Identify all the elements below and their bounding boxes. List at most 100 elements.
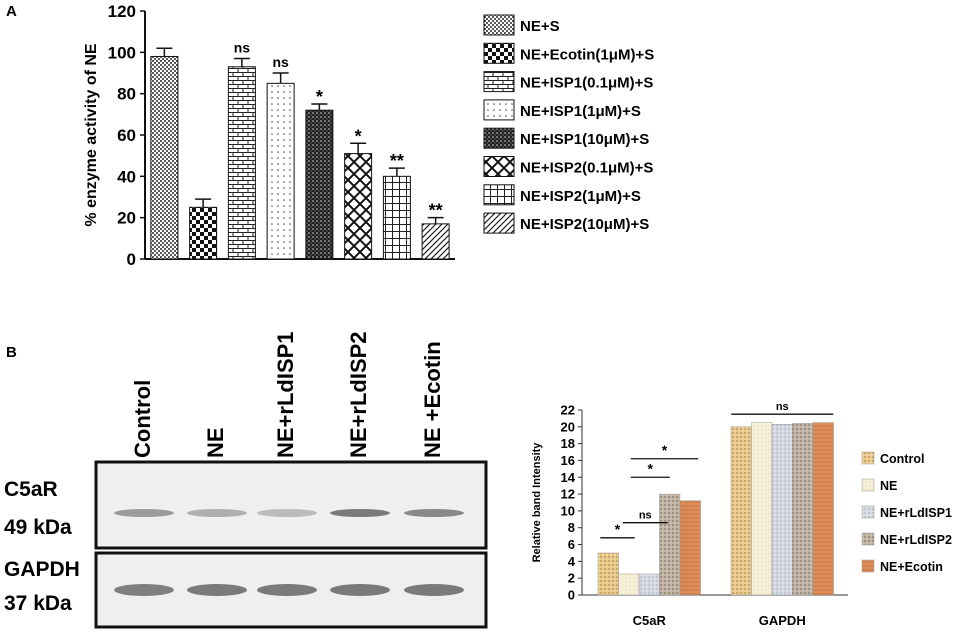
- y-tick-label: 14: [561, 470, 576, 485]
- y-tick-label: 0: [568, 588, 575, 603]
- bar: [305, 109, 334, 260]
- lane-label: NE+rLdISP1: [273, 331, 298, 458]
- comparison-label: *: [615, 521, 621, 537]
- significance-label: **: [429, 201, 443, 221]
- y-tick-label: 2: [568, 571, 575, 586]
- significance-label: **: [390, 151, 404, 171]
- y-tick-label: 0: [127, 250, 136, 269]
- x-tick-label: GAPDH: [759, 613, 806, 628]
- protein-size-label: 37 kDa: [4, 592, 72, 615]
- legend-swatch: [483, 71, 515, 93]
- blot-panel: [94, 460, 488, 550]
- comparison-label: *: [648, 460, 654, 476]
- y-tick-label: 22: [561, 403, 575, 418]
- chart-a-plot: 0 20 40 60 80 100 120 % enzyme activity of NE ns…: [83, 2, 455, 269]
- bar: [659, 493, 681, 596]
- legend-entry: NE+ISP2(0.1μM)+S: [520, 160, 653, 177]
- y-tick-label: 60: [117, 126, 136, 145]
- comparison-label: *: [662, 442, 668, 458]
- y-tick-label: 12: [561, 487, 575, 502]
- legend-swatch: [483, 156, 515, 177]
- y-axis-label: Relative band Intensity: [531, 442, 543, 563]
- blot-band: [114, 584, 174, 596]
- legend-entry: NE: [880, 479, 897, 493]
- chart-b-legend: Control NE NE+rLdISP1 NE+rLdISP2 NE+Ecotin: [861, 451, 952, 574]
- legend-entry: NE+rLdISP1: [880, 506, 952, 520]
- significance-label: *: [316, 87, 323, 107]
- y-tick-label: 20: [117, 209, 136, 228]
- bar: [266, 82, 295, 260]
- bar: [227, 66, 256, 260]
- bar: [730, 426, 752, 596]
- x-tick-label: C5aR: [633, 613, 667, 628]
- comparison-label: ns: [776, 401, 789, 413]
- protein-label: C5aR: [4, 478, 58, 501]
- blot-band: [330, 584, 390, 596]
- blot-band: [187, 584, 247, 596]
- legend-entry: NE+S: [520, 18, 560, 35]
- legend-entry: NE+ISP2(1μM)+S: [520, 188, 641, 205]
- legend-swatch: [483, 212, 515, 234]
- y-tick-label: 100: [108, 43, 136, 62]
- y-tick-label: 8: [568, 520, 575, 535]
- legend-swatch: [483, 14, 515, 36]
- y-tick-label: 40: [117, 167, 136, 186]
- y-tick-label: 10: [561, 503, 575, 518]
- lane-label: NE +Ecotin: [420, 341, 445, 458]
- legend-swatch: [483, 42, 515, 64]
- lane-label: NE+rLdISP2: [346, 331, 371, 458]
- legend-swatch: [861, 532, 875, 546]
- western-blot: Control NE NE+rLdISP1 NE+rLdISP2 NE +Ecotin C…: [4, 331, 488, 629]
- bar: [812, 422, 834, 596]
- chart-a-legend: NE+S NE+Ecotin(1μM)+S NE+ISP1(0.1μM)+S NE+I…: [483, 14, 654, 234]
- blot-band: [404, 584, 464, 596]
- legend-entry: Control: [880, 452, 924, 466]
- legend-swatch: [861, 451, 875, 465]
- blot-band: [114, 509, 174, 517]
- y-axis-label: % enzyme activity of NE: [83, 43, 100, 227]
- blot-band: [187, 509, 247, 517]
- lane-label: NE: [203, 427, 228, 458]
- bar: [189, 206, 218, 260]
- legend-entry: NE+ISP1(1μM)+S: [520, 103, 641, 120]
- legend-swatch: [861, 478, 875, 492]
- blot-band: [257, 509, 317, 517]
- legend-entry: NE+ISP2(10μM)+S: [520, 216, 649, 233]
- bar: [421, 223, 450, 260]
- legend-entry: NE+ISP1(0.1μM)+S: [520, 75, 653, 92]
- bar: [344, 153, 373, 260]
- bar: [618, 573, 640, 596]
- panel-b-label: B: [6, 344, 17, 361]
- significance-label: ns: [234, 40, 251, 56]
- legend-entry: NE+rLdISP2: [880, 533, 952, 547]
- legend-entry: NE+Ecotin(1μM)+S: [520, 46, 654, 63]
- bar: [382, 175, 411, 260]
- bar: [150, 55, 179, 260]
- legend-swatch: [483, 127, 515, 149]
- y-tick-label: 120: [108, 2, 136, 21]
- legend-swatch: [861, 559, 875, 573]
- y-tick-label: 4: [568, 554, 576, 569]
- significance-label: *: [355, 126, 362, 146]
- protein-size-label: 49 kDa: [4, 516, 72, 539]
- bar: [771, 424, 793, 596]
- bar: [679, 500, 701, 596]
- y-tick-label: 80: [117, 85, 136, 104]
- legend-swatch: [483, 184, 515, 206]
- y-tick-label: 6: [568, 537, 575, 552]
- y-tick-label: 18: [561, 436, 575, 451]
- y-tick-label: 16: [561, 453, 575, 468]
- lane-label: Control: [130, 380, 155, 458]
- protein-label: GAPDH: [4, 558, 80, 581]
- legend-entry: NE+Ecotin: [880, 560, 943, 574]
- blot-band: [257, 584, 317, 596]
- bar: [597, 552, 619, 596]
- panel-a-label: A: [6, 3, 17, 20]
- y-tick-label: 20: [561, 419, 575, 434]
- legend-swatch: [861, 505, 875, 519]
- significance-label: ns: [272, 54, 289, 70]
- bar: [792, 423, 814, 596]
- blot-band: [330, 509, 390, 517]
